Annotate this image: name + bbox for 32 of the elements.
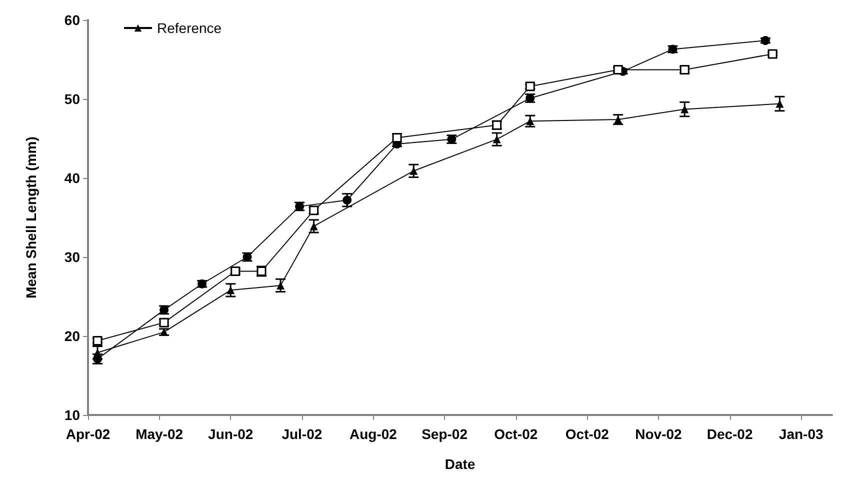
x-tick-label: Oct-02	[494, 426, 538, 442]
x-tick-label: Nov-02	[635, 426, 682, 442]
y-tick-label: 40	[64, 170, 80, 186]
x-tick-label: Apr-02	[66, 426, 110, 442]
x-axis-title: Date	[444, 456, 476, 472]
point	[342, 196, 352, 205]
x-tick-label: Dec-02	[706, 426, 753, 442]
y-tick-label: 50	[64, 91, 80, 107]
x-tick-label: May-02	[136, 426, 184, 442]
point	[92, 336, 102, 346]
point	[776, 100, 784, 108]
point	[680, 105, 689, 114]
point	[492, 135, 501, 144]
y-tick-label: 20	[64, 328, 80, 344]
y-tick-label: 10	[64, 407, 80, 423]
x-tick-label: Jul-02	[282, 426, 322, 442]
y-tick-label: 30	[64, 249, 80, 265]
y-tick-label: 60	[64, 12, 80, 28]
point	[160, 328, 168, 336]
y-axis-title: Mean Shell Length (mm)	[23, 136, 39, 298]
x-tick-label: Jun-02	[208, 426, 254, 442]
point	[310, 222, 318, 230]
point	[526, 117, 534, 126]
point	[94, 348, 102, 357]
legend-label: Reference	[157, 20, 222, 36]
point	[768, 49, 778, 59]
x-tick-label: Sep-02	[422, 426, 468, 442]
point	[226, 286, 235, 294]
point	[410, 166, 418, 175]
x-tick-label: Jan-03	[778, 426, 824, 442]
x-tick-label: Oct-02	[565, 426, 610, 442]
x-tick-label: Aug-02	[350, 426, 398, 442]
